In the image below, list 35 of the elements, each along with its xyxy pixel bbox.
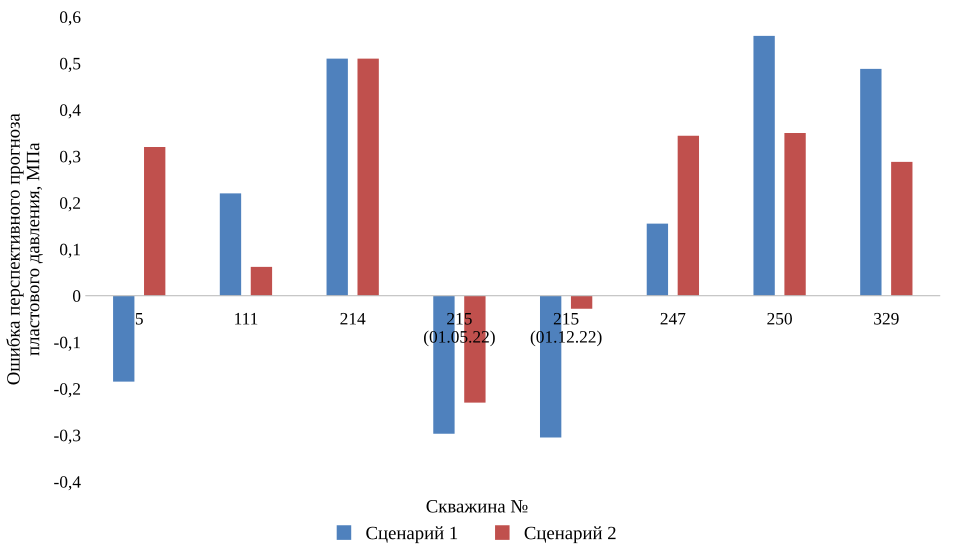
x-tick-label: 111 [235,312,258,324]
y-tick-label: -0,2 [54,383,80,398]
y-tick-label: 0 [72,290,80,302]
x-tick-label: 214 [340,312,366,324]
y-tick-label: -0,4 [54,476,81,490]
bar [646,224,668,296]
y-tick-label: 0,3 [60,150,80,165]
x-tick-label: 250 [767,312,792,325]
y-tick-label: -0,3 [54,430,80,444]
legend-label: Сценарий 1 [366,526,458,544]
y-tick-label: 0,1 [60,244,80,258]
y-axis-title: Ошибка перспективного прогноза пластового давления, МПа [6,113,43,384]
y-tick-label: 0,4 [60,104,81,118]
y-tick-label: -0,1 [54,336,80,351]
bar [220,193,242,296]
x-tick-label: 247 [660,312,686,324]
bar [860,68,882,296]
y-tick-label: 0,5 [60,58,80,72]
x-tick-label: 329 [874,312,899,325]
bar [753,36,775,296]
bar [678,136,700,296]
bar [144,146,166,296]
legend-label: Сценарий 2 [524,526,616,544]
bar [250,266,272,296]
bar [891,162,912,296]
y-tick-label: 0,6 [60,11,80,26]
x-tick-label: 5 [136,313,143,325]
x-tick-label: 215 (01.05.22) [424,312,495,346]
bar [357,58,379,296]
bar [326,58,348,296]
x-axis-title: Скважина № [426,500,528,513]
bar [113,296,134,382]
y-tick-label: 0,2 [60,197,80,212]
bar [570,296,592,309]
bar [784,133,806,296]
